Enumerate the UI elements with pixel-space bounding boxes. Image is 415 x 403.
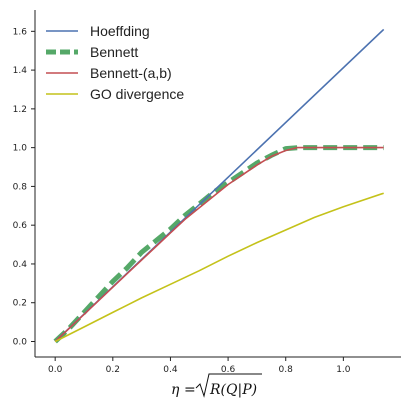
x-tick-label: 1.0 bbox=[336, 365, 351, 375]
y-tick-label: 0.0 bbox=[13, 337, 28, 347]
x-axis-label-radicand: R(Q|P) bbox=[209, 382, 257, 398]
series-lines bbox=[53, 28, 385, 344]
x-tick-label: 0.2 bbox=[106, 365, 120, 375]
legend-label: Bennett bbox=[90, 44, 138, 60]
series-line-bennett bbox=[53, 145, 384, 344]
x-axis-label-lhs: η bbox=[171, 382, 180, 398]
y-tick-label: 1.4 bbox=[13, 66, 28, 76]
series-line-bennett-a-b bbox=[54, 146, 384, 343]
y-tick-label: 0.2 bbox=[13, 299, 27, 309]
radical-sign-icon bbox=[195, 373, 262, 398]
x-axis-label-eq: = bbox=[184, 382, 196, 398]
legend-label: Hoeffding bbox=[90, 23, 150, 39]
legend-label: Bennett-(a,b) bbox=[90, 65, 172, 81]
y-tick-label: 1.2 bbox=[13, 105, 27, 115]
legend: Hoeffding Bennett Bennett-(a,b) GO divergen… bbox=[46, 23, 184, 102]
legend-label: GO divergence bbox=[90, 86, 184, 102]
x-tick-label: 0.4 bbox=[163, 365, 178, 375]
y-tick-label: 0.8 bbox=[13, 182, 28, 192]
y-tick-label: 1.6 bbox=[13, 27, 28, 37]
x-tick-label: 0.0 bbox=[48, 365, 63, 375]
y-tick-label: 0.4 bbox=[13, 260, 28, 270]
x-tick-label: 0.6 bbox=[221, 365, 236, 375]
x-axis-label: η = R(Q|P) bbox=[171, 373, 262, 398]
y-tick-label: 1.0 bbox=[13, 144, 28, 154]
axes bbox=[34, 10, 401, 358]
x-tick-label: 0.8 bbox=[279, 365, 294, 375]
y-tick-label: 0.6 bbox=[13, 221, 28, 231]
series-line-go-divergence bbox=[54, 192, 384, 343]
ticks: 0.0 0.2 0.4 0.6 0.8 1.0 0.0 0.2 0.4 0.6 0.8 1.0 1.2 1… bbox=[13, 27, 351, 375]
